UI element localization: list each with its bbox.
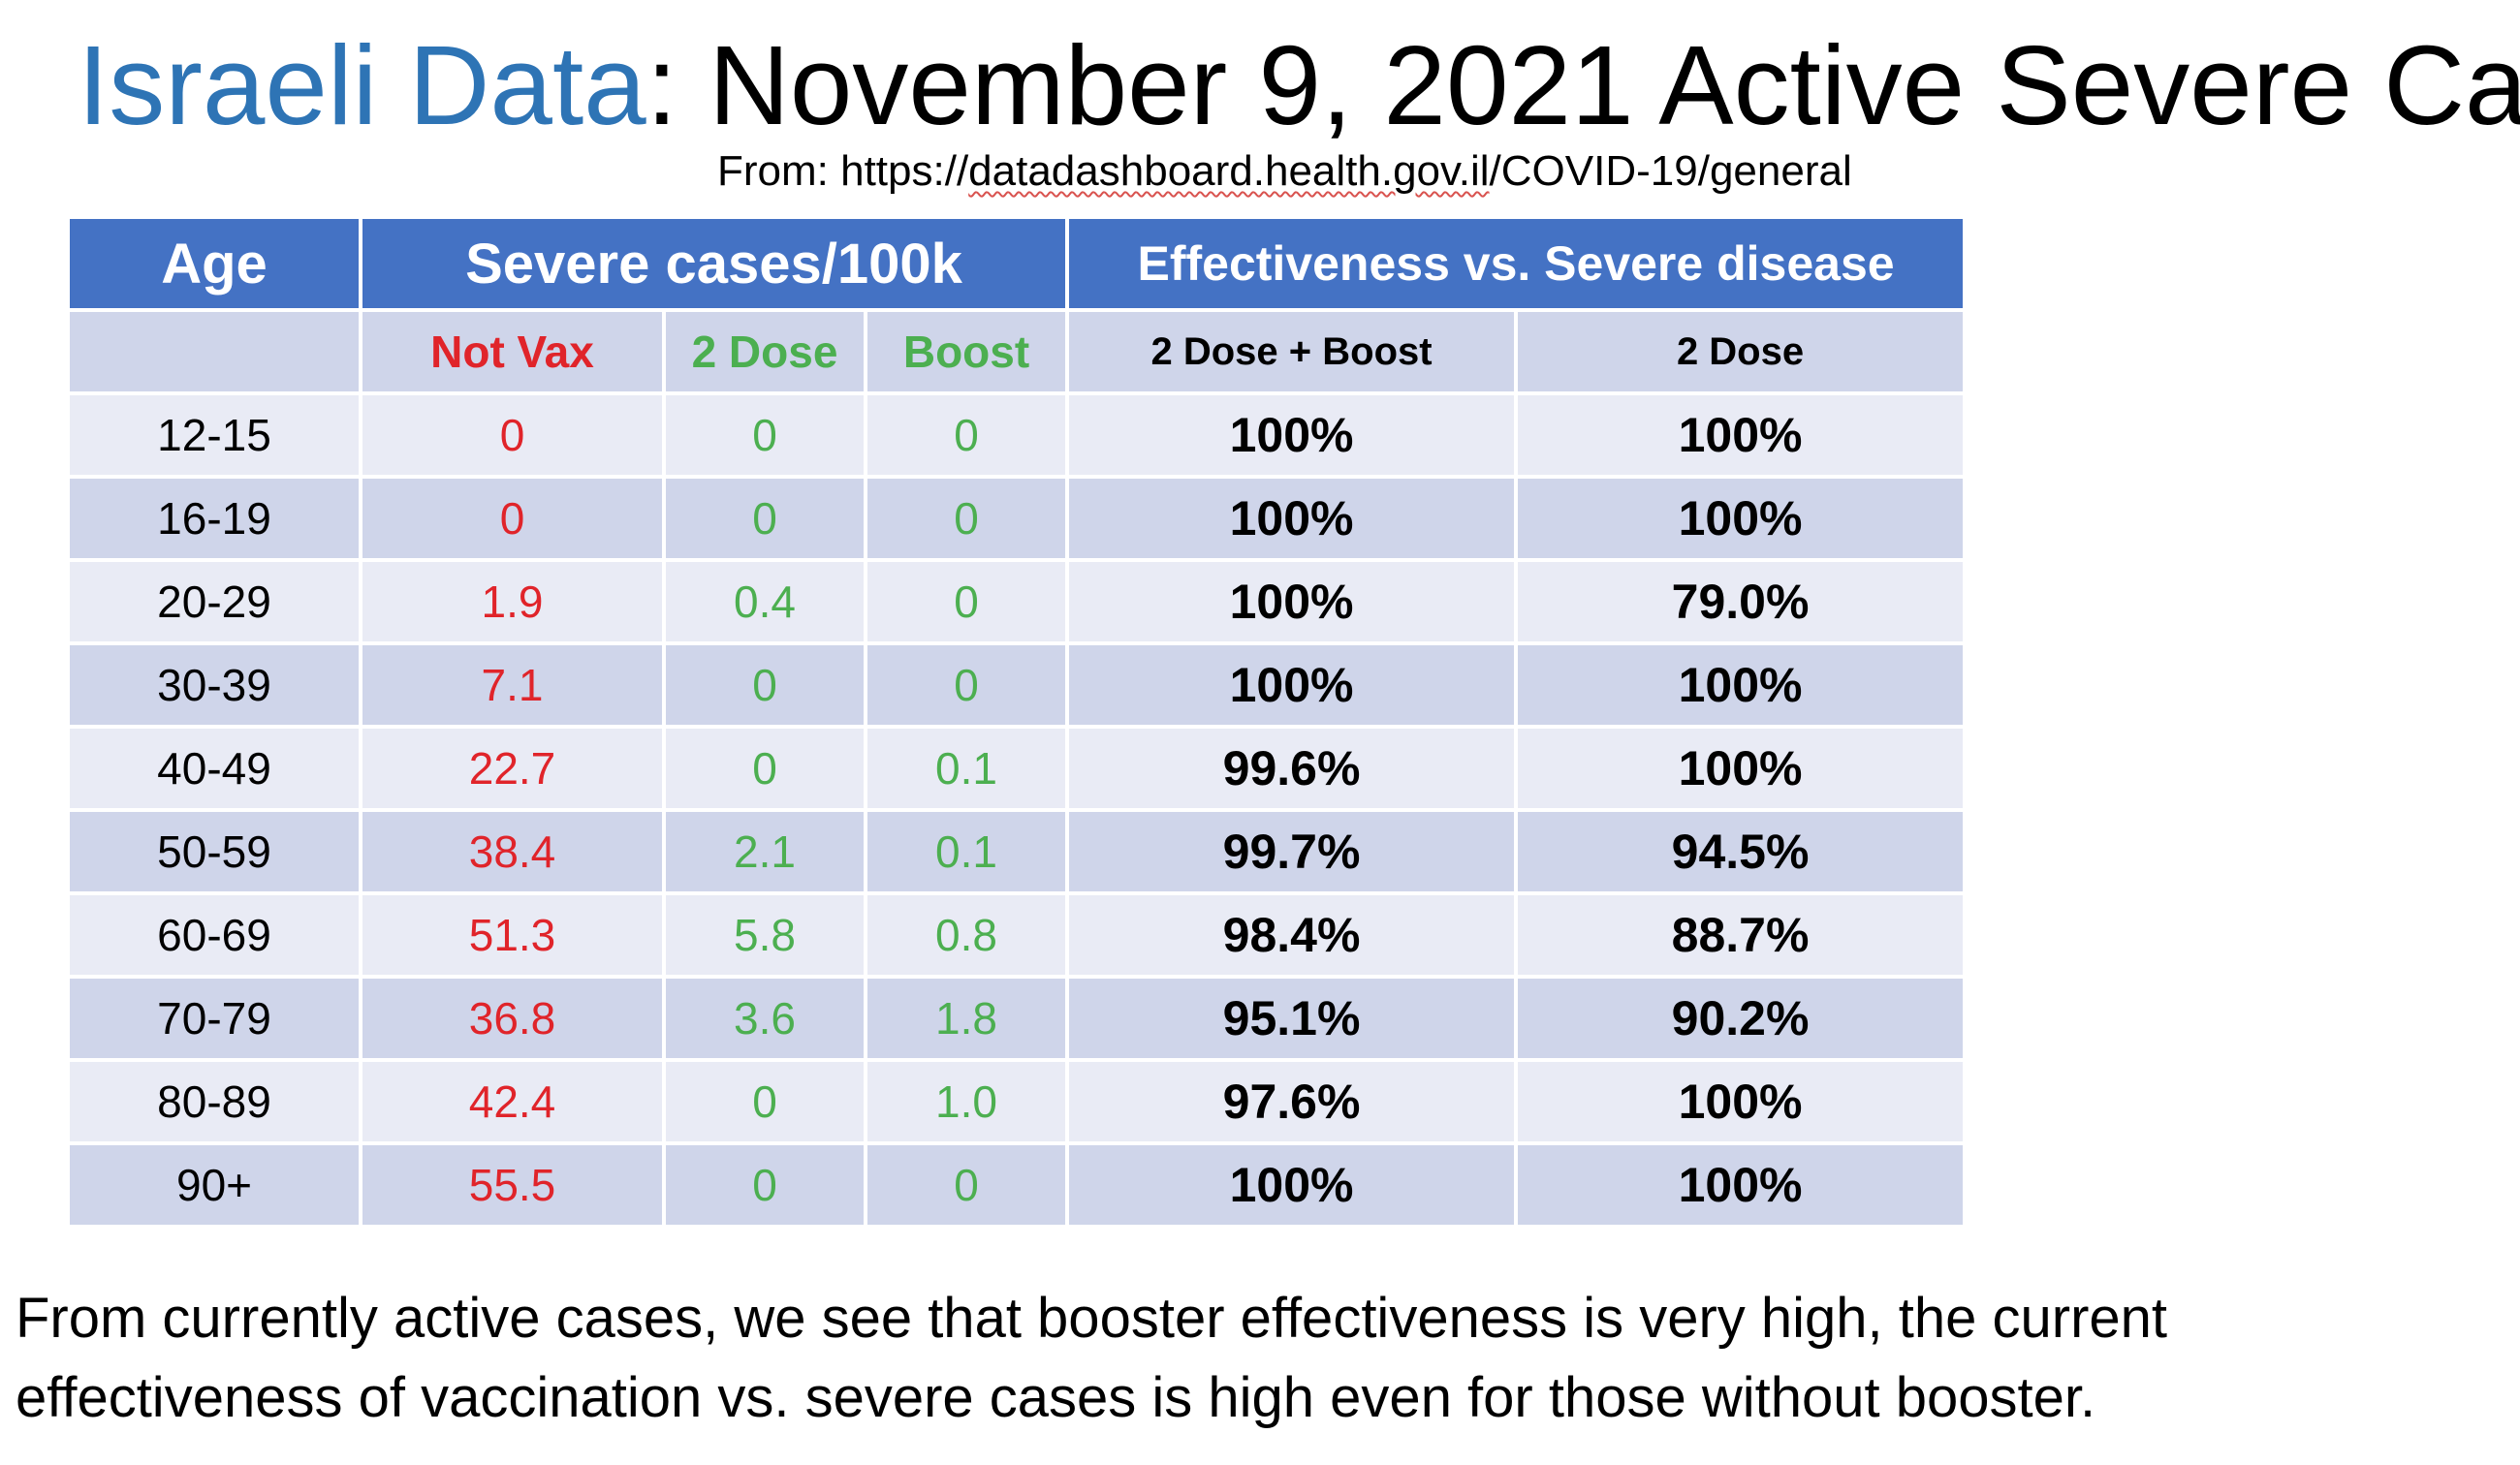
cell-eff-two-dose-boost: 99.6% xyxy=(1065,725,1519,812)
header-severe-cases: Severe cases/100k xyxy=(358,215,1070,312)
cell-eff-two-dose-boost: 98.4% xyxy=(1065,891,1519,979)
cell-eff-two-dose-boost: 100% xyxy=(1065,558,1519,645)
cell-eff-two-dose: 100% xyxy=(1514,391,1968,479)
cell-boost: 1.8 xyxy=(863,975,1070,1062)
cell-eff-two-dose: 100% xyxy=(1514,1058,1968,1145)
cell-not-vax: 51.3 xyxy=(359,891,666,979)
source-domain: datadashboard.health.gov.il xyxy=(968,147,1490,195)
cell-boost: 0 xyxy=(863,391,1070,479)
cell-eff-two-dose-boost: 100% xyxy=(1065,1141,1519,1229)
cell-two-dose: 0 xyxy=(662,391,867,479)
cell-age: 50-59 xyxy=(66,808,362,895)
cell-boost: 0.1 xyxy=(863,725,1070,812)
cell-eff-two-dose: 88.7% xyxy=(1514,891,1968,979)
cell-eff-two-dose: 100% xyxy=(1514,1141,1968,1229)
cell-boost: 0 xyxy=(863,475,1070,562)
cell-age: 60-69 xyxy=(66,891,362,979)
cell-two-dose: 0 xyxy=(662,725,867,812)
cell-eff-two-dose-boost: 99.7% xyxy=(1065,808,1519,895)
cell-boost: 0.8 xyxy=(863,891,1070,979)
table-row: 90+ 55.5 0 0 100% 100% xyxy=(66,1141,1968,1229)
page-title: Israeli Data: November 9, 2021 Active Se… xyxy=(78,27,2520,143)
table-row: 60-69 51.3 5.8 0.8 98.4% 88.7% xyxy=(66,891,1968,979)
cell-two-dose: 2.1 xyxy=(662,808,867,895)
cell-age: 30-39 xyxy=(66,641,362,729)
cell-boost: 0 xyxy=(863,558,1070,645)
cell-two-dose: 0.4 xyxy=(662,558,867,645)
table-row: 16-19 0 0 0 100% 100% xyxy=(66,475,1968,562)
cell-boost: 0 xyxy=(863,1141,1070,1229)
cell-eff-two-dose-boost: 100% xyxy=(1065,475,1519,562)
subheader-two-dose: 2 Dose xyxy=(662,308,867,395)
cell-not-vax: 22.7 xyxy=(359,725,666,812)
cell-eff-two-dose: 79.0% xyxy=(1514,558,1968,645)
cell-age: 70-79 xyxy=(66,975,362,1062)
cell-age: 20-29 xyxy=(66,558,362,645)
cell-not-vax: 1.9 xyxy=(359,558,666,645)
table-row: 40-49 22.7 0 0.1 99.6% 100% xyxy=(66,725,1968,812)
table-row: 12-15 0 0 0 100% 100% xyxy=(66,391,1968,479)
cell-not-vax: 38.4 xyxy=(359,808,666,895)
source-suffix: /COVID-19/general xyxy=(1489,147,1852,195)
cell-two-dose: 0 xyxy=(662,475,867,562)
cell-two-dose: 5.8 xyxy=(662,891,867,979)
table-row: 20-29 1.9 0.4 0 100% 79.0% xyxy=(66,558,1968,645)
header-effectiveness: Effectiveness vs. Severe disease xyxy=(1065,215,1968,312)
cell-two-dose: 0 xyxy=(662,1141,867,1229)
cell-eff-two-dose: 100% xyxy=(1514,725,1968,812)
cell-not-vax: 36.8 xyxy=(359,975,666,1062)
cell-age: 16-19 xyxy=(66,475,362,562)
cell-boost: 1.0 xyxy=(863,1058,1070,1145)
cell-age: 80-89 xyxy=(66,1058,362,1145)
cell-age: 12-15 xyxy=(66,391,362,479)
source-prefix: From: https:// xyxy=(717,147,969,195)
table-row: 30-39 7.1 0 0 100% 100% xyxy=(66,641,1968,729)
cell-not-vax: 55.5 xyxy=(359,1141,666,1229)
cell-age: 90+ xyxy=(66,1141,362,1229)
cell-eff-two-dose-boost: 100% xyxy=(1065,641,1519,729)
cell-age: 40-49 xyxy=(66,725,362,812)
table-row: 70-79 36.8 3.6 1.8 95.1% 90.2% xyxy=(66,975,1968,1062)
cell-eff-two-dose: 100% xyxy=(1514,641,1968,729)
header-age: Age xyxy=(66,215,362,312)
cell-eff-two-dose: 90.2% xyxy=(1514,975,1968,1062)
severe-cases-table: Age Severe cases/100k Effectiveness vs. … xyxy=(66,215,1968,1229)
cell-two-dose: 0 xyxy=(662,1058,867,1145)
cell-eff-two-dose-boost: 100% xyxy=(1065,391,1519,479)
cell-eff-two-dose-boost: 95.1% xyxy=(1065,975,1519,1062)
subheader-not-vax: Not Vax xyxy=(359,308,666,395)
subheader-row: Not Vax 2 Dose Boost 2 Dose + Boost 2 Do… xyxy=(66,308,1968,395)
source-citation: From: https://datadashboard.health.gov.i… xyxy=(717,145,1852,198)
cell-eff-two-dose: 94.5% xyxy=(1514,808,1968,895)
summary-note: From currently active cases, we see that… xyxy=(16,1287,2168,1429)
cell-boost: 0 xyxy=(863,641,1070,729)
table-row: 80-89 42.4 0 1.0 97.6% 100% xyxy=(66,1058,1968,1145)
subheader-boost: Boost xyxy=(863,308,1070,395)
subheader-age xyxy=(66,308,362,395)
cell-not-vax: 0 xyxy=(359,391,666,479)
cell-two-dose: 0 xyxy=(662,641,867,729)
table-row: 50-59 38.4 2.1 0.1 99.7% 94.5% xyxy=(66,808,1968,895)
cell-not-vax: 42.4 xyxy=(359,1058,666,1145)
subheader-eff-two-dose-boost: 2 Dose + Boost xyxy=(1065,308,1519,395)
cell-two-dose: 3.6 xyxy=(662,975,867,1062)
cell-not-vax: 7.1 xyxy=(359,641,666,729)
cell-not-vax: 0 xyxy=(359,475,666,562)
subheader-eff-two-dose: 2 Dose xyxy=(1514,308,1968,395)
title-accent: Israeli Data xyxy=(78,27,646,143)
cell-boost: 0.1 xyxy=(863,808,1070,895)
cell-eff-two-dose-boost: 97.6% xyxy=(1065,1058,1519,1145)
title-rest: : November 9, 2021 Active Severe Cases xyxy=(646,27,2520,143)
cell-eff-two-dose: 100% xyxy=(1514,475,1968,562)
header-row: Age Severe cases/100k Effectiveness vs. … xyxy=(66,215,1968,312)
